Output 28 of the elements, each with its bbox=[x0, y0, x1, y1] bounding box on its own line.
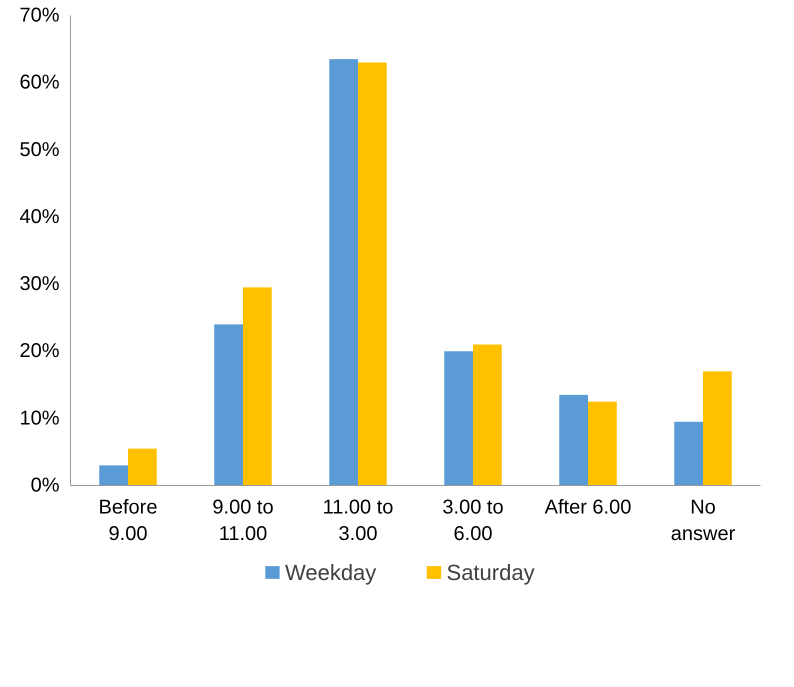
x-tick-label: 3.00 to 6.00 bbox=[442, 496, 504, 545]
x-tick-label: No answer bbox=[670, 496, 736, 545]
y-tick-label: 30% bbox=[19, 273, 60, 296]
bar bbox=[588, 402, 617, 486]
x-tick-label: 11.00 to 3.00 bbox=[322, 496, 394, 545]
y-tick-label: 70% bbox=[19, 4, 60, 26]
bar bbox=[329, 59, 358, 486]
bar bbox=[674, 422, 703, 486]
bar bbox=[128, 448, 157, 486]
legend-label: Weekday bbox=[284, 560, 376, 585]
legend-label: Saturday bbox=[446, 560, 535, 585]
bar bbox=[559, 394, 588, 486]
y-tick-label: 0% bbox=[30, 474, 60, 496]
y-tick-label: 40% bbox=[19, 206, 60, 228]
bar bbox=[243, 287, 272, 486]
bar bbox=[99, 465, 128, 486]
bar bbox=[444, 351, 473, 486]
x-tick-label: Before 9.00 bbox=[98, 496, 158, 545]
y-tick-label: 20% bbox=[19, 340, 60, 362]
y-tick-label: 10% bbox=[19, 407, 60, 430]
bar bbox=[703, 371, 732, 486]
bar bbox=[358, 62, 387, 486]
x-tick-label: 9.00 to 11.00 bbox=[212, 496, 274, 545]
bar bbox=[214, 324, 243, 486]
x-tick-label: After 6.00 bbox=[544, 496, 632, 518]
bar bbox=[473, 344, 502, 486]
y-tick-label: 60% bbox=[19, 72, 60, 94]
y-tick-label: 50% bbox=[19, 138, 60, 161]
